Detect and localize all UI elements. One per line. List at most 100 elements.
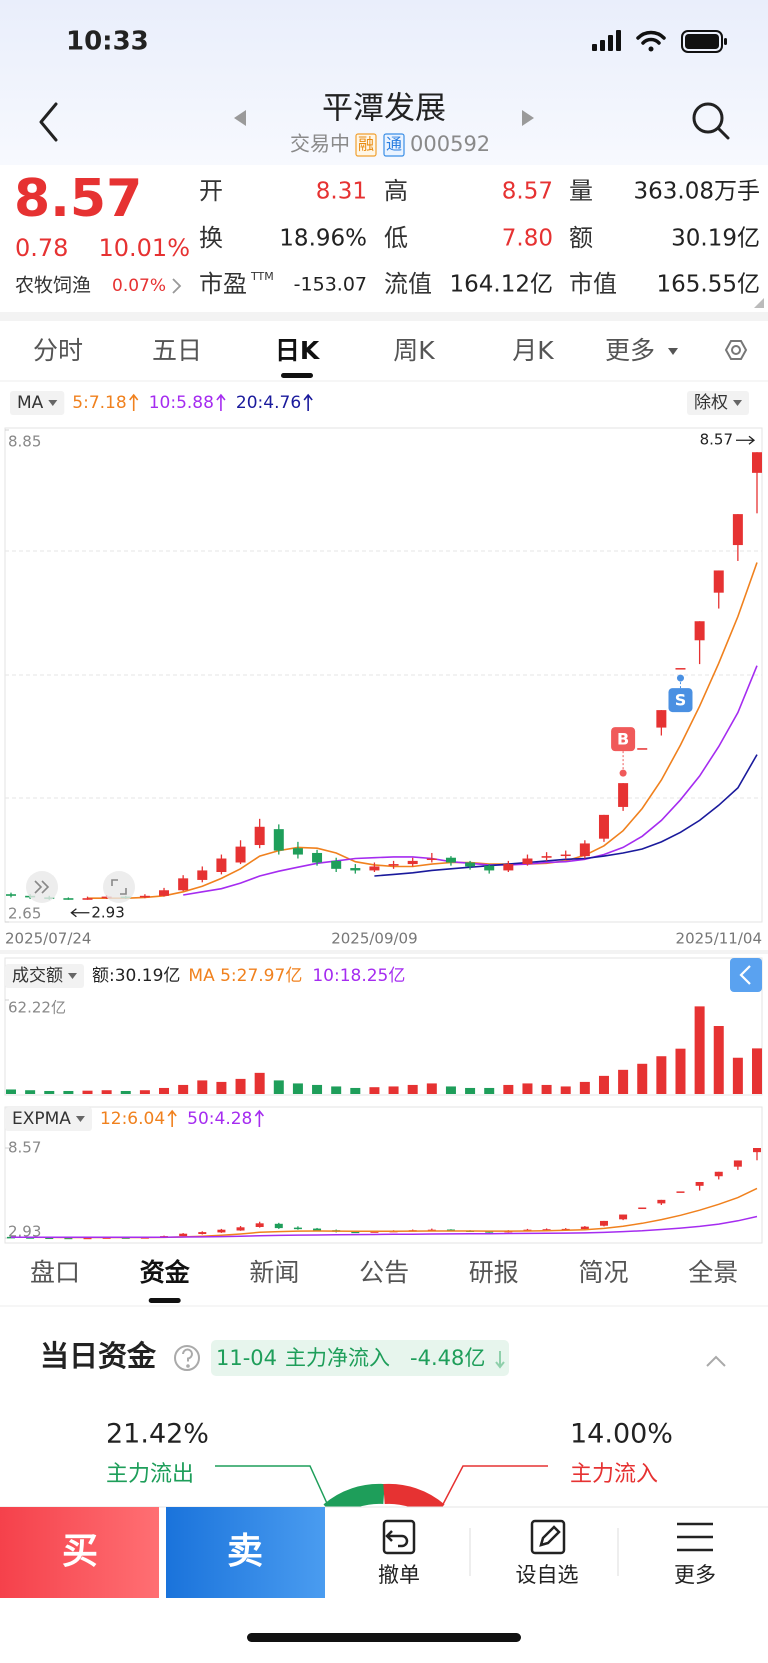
info-tab[interactable]: 资金: [140, 1258, 191, 1287]
action-label[interactable]: 撤单: [378, 1563, 420, 1587]
x-tick-label: 2025/07/24: [5, 930, 91, 948]
info-tabs-bg: [0, 1245, 768, 1253]
indicator-line: [11, 1215, 758, 1238]
candle-body-mini: [351, 1231, 360, 1234]
settings-icon[interactable]: [724, 340, 748, 360]
period-tab[interactable]: 五日: [152, 336, 202, 365]
field-value: 8.31: [316, 179, 367, 205]
section-divider: [0, 312, 768, 321]
next-stock[interactable]: [522, 110, 534, 126]
indicator-dropdown[interactable]: [5, 1107, 92, 1131]
candle-body-mini: [236, 1227, 245, 1231]
y-tick-label: 2.93: [8, 1223, 41, 1241]
action-label[interactable]: 更多: [674, 1563, 716, 1587]
candle-body: [331, 860, 342, 869]
volume-bar: [178, 1084, 189, 1094]
tab-underline: [148, 1298, 181, 1303]
indicator-label[interactable]: MA: [17, 393, 44, 413]
candle-body: [732, 514, 743, 546]
period-tab[interactable]: 更多: [605, 336, 655, 365]
net-flow-label: 主力净流入: [285, 1346, 390, 1370]
marker-dot: [619, 769, 627, 777]
sector-chevron[interactable]: [172, 278, 182, 294]
field-value: 18.96%: [279, 226, 367, 252]
candle-body: [656, 710, 667, 728]
fund-date: 11-04: [216, 1346, 277, 1370]
info-tab[interactable]: 公告: [359, 1258, 409, 1287]
stock-code: 000592: [410, 132, 490, 156]
volume-bar: [618, 1069, 629, 1094]
trend-arrow: [303, 393, 313, 411]
collapse-arrow[interactable]: [739, 965, 751, 985]
scroll-hint-icon[interactable]: [34, 880, 50, 894]
indicator-label[interactable]: 成交额: [12, 966, 63, 986]
period-tab[interactable]: 周K: [393, 336, 435, 365]
volume-bar: [139, 1090, 150, 1094]
period-tabs: 分时 五日 日K 周K 月K 更多: [33, 336, 678, 378]
buy-button[interactable]: [0, 1507, 159, 1598]
trade-marker-label[interactable]: B: [617, 730, 629, 749]
prev-stock[interactable]: [234, 110, 246, 126]
volume-bar: [656, 1056, 667, 1094]
adjust-dropdown[interactable]: [687, 391, 749, 415]
candle-body: [312, 852, 323, 863]
search-button[interactable]: [692, 102, 730, 140]
expma-frame: [4, 1106, 763, 1244]
zoom-hint-icon[interactable]: [111, 879, 127, 895]
help-icon[interactable]: [174, 1345, 200, 1371]
sell-label[interactable]: 卖: [227, 1531, 263, 1572]
indicator-label[interactable]: EXPMA: [12, 1109, 71, 1129]
dropdown-caret: [48, 400, 58, 406]
adjust-label[interactable]: 除权: [694, 393, 728, 413]
zoom-hint[interactable]: [103, 871, 135, 903]
volume-bar: [465, 1087, 476, 1094]
period-tab[interactable]: 日K: [275, 336, 321, 365]
info-tab[interactable]: 盘口: [30, 1258, 80, 1287]
collapse-tab[interactable]: [730, 958, 762, 992]
trade-marker-label[interactable]: S: [675, 691, 687, 710]
field-value: 8.57: [502, 179, 553, 205]
sector-name[interactable]: 农牧饲渔: [15, 275, 91, 297]
min-arrow: [70, 908, 90, 918]
volume-bar: [484, 1087, 495, 1094]
candle-body: [216, 858, 227, 873]
inflow-pct: 14.00%: [570, 1419, 673, 1450]
outflow-label: 主力流出: [106, 1462, 194, 1487]
candle-body: [101, 896, 112, 899]
sell-button[interactable]: [166, 1507, 325, 1598]
cancel-icon[interactable]: [382, 1519, 416, 1555]
trade-status: 交易中: [290, 132, 350, 156]
back-button[interactable]: [39, 102, 58, 142]
badge-box: [383, 133, 405, 157]
expand-corner[interactable]: [754, 298, 764, 308]
info-tab[interactable]: 简况: [578, 1258, 628, 1287]
action-label[interactable]: 设自选: [516, 1563, 579, 1587]
indicator-dropdown[interactable]: [10, 391, 65, 415]
dropdown-caret: [668, 348, 678, 355]
candle-body-mini: [714, 1171, 723, 1177]
collapse-chevron[interactable]: [706, 1355, 726, 1367]
buy-label[interactable]: 买: [62, 1531, 98, 1572]
volume-bar: [522, 1083, 533, 1094]
info-tab[interactable]: 研报: [469, 1258, 519, 1287]
field-label: 市盈: [199, 270, 247, 298]
candle-body-mini: [45, 1237, 54, 1240]
period-tab[interactable]: 分时: [33, 336, 83, 365]
info-tab[interactable]: 新闻: [249, 1258, 299, 1287]
info-tab[interactable]: 全景: [688, 1258, 738, 1287]
candle-body: [637, 748, 648, 750]
dropdown-caret: [75, 1116, 85, 1122]
price-change-pct: 10.01%: [98, 234, 190, 262]
more-icon[interactable]: [677, 1522, 713, 1552]
trade-marker[interactable]: [668, 688, 693, 713]
info-tabs: 盘口 资金 新闻 公告 研报 简况 全景: [30, 1258, 738, 1303]
watchlist-icon[interactable]: [530, 1519, 566, 1555]
net-flow-value: -4.48亿: [410, 1346, 485, 1370]
trade-marker[interactable]: [611, 727, 636, 752]
volume-bar: [312, 1084, 323, 1094]
battery-icon: [681, 30, 727, 53]
candle-body: [560, 854, 571, 857]
period-tab[interactable]: 月K: [512, 336, 554, 365]
indicator-dropdown[interactable]: [5, 964, 84, 988]
candle-body: [675, 668, 686, 670]
